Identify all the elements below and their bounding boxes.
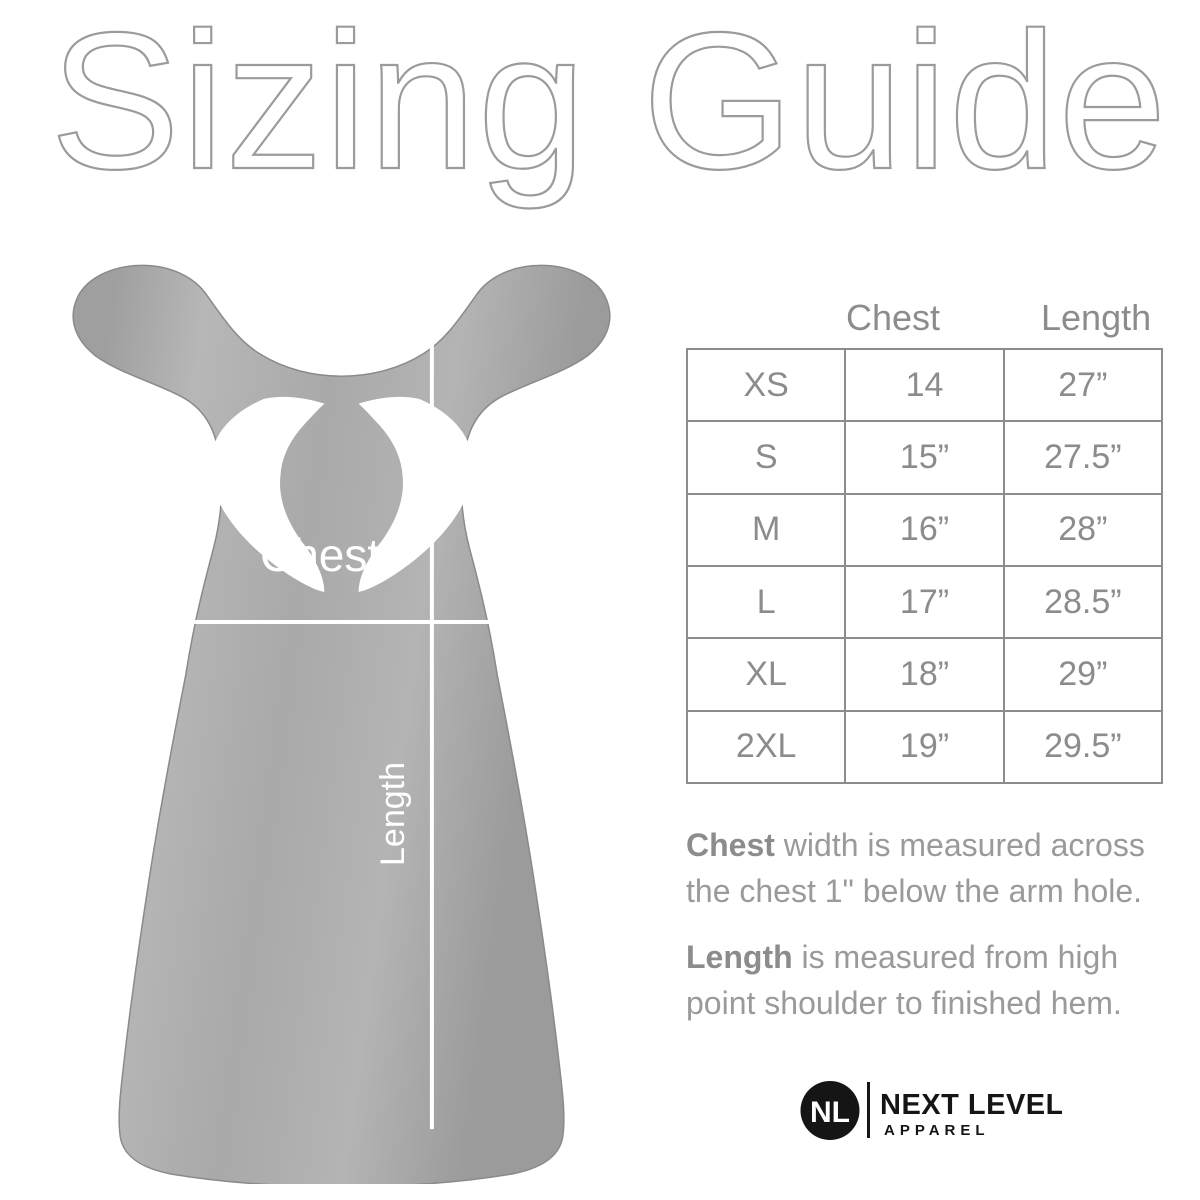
svg-text:APPAREL: APPAREL [884, 1122, 990, 1139]
svg-text:Chest: Chest [260, 529, 380, 581]
svg-text:NEXT LEVEL: NEXT LEVEL [880, 1089, 1062, 1121]
svg-text:NL: NL [810, 1096, 850, 1129]
svg-text:Length: Length [374, 762, 412, 866]
